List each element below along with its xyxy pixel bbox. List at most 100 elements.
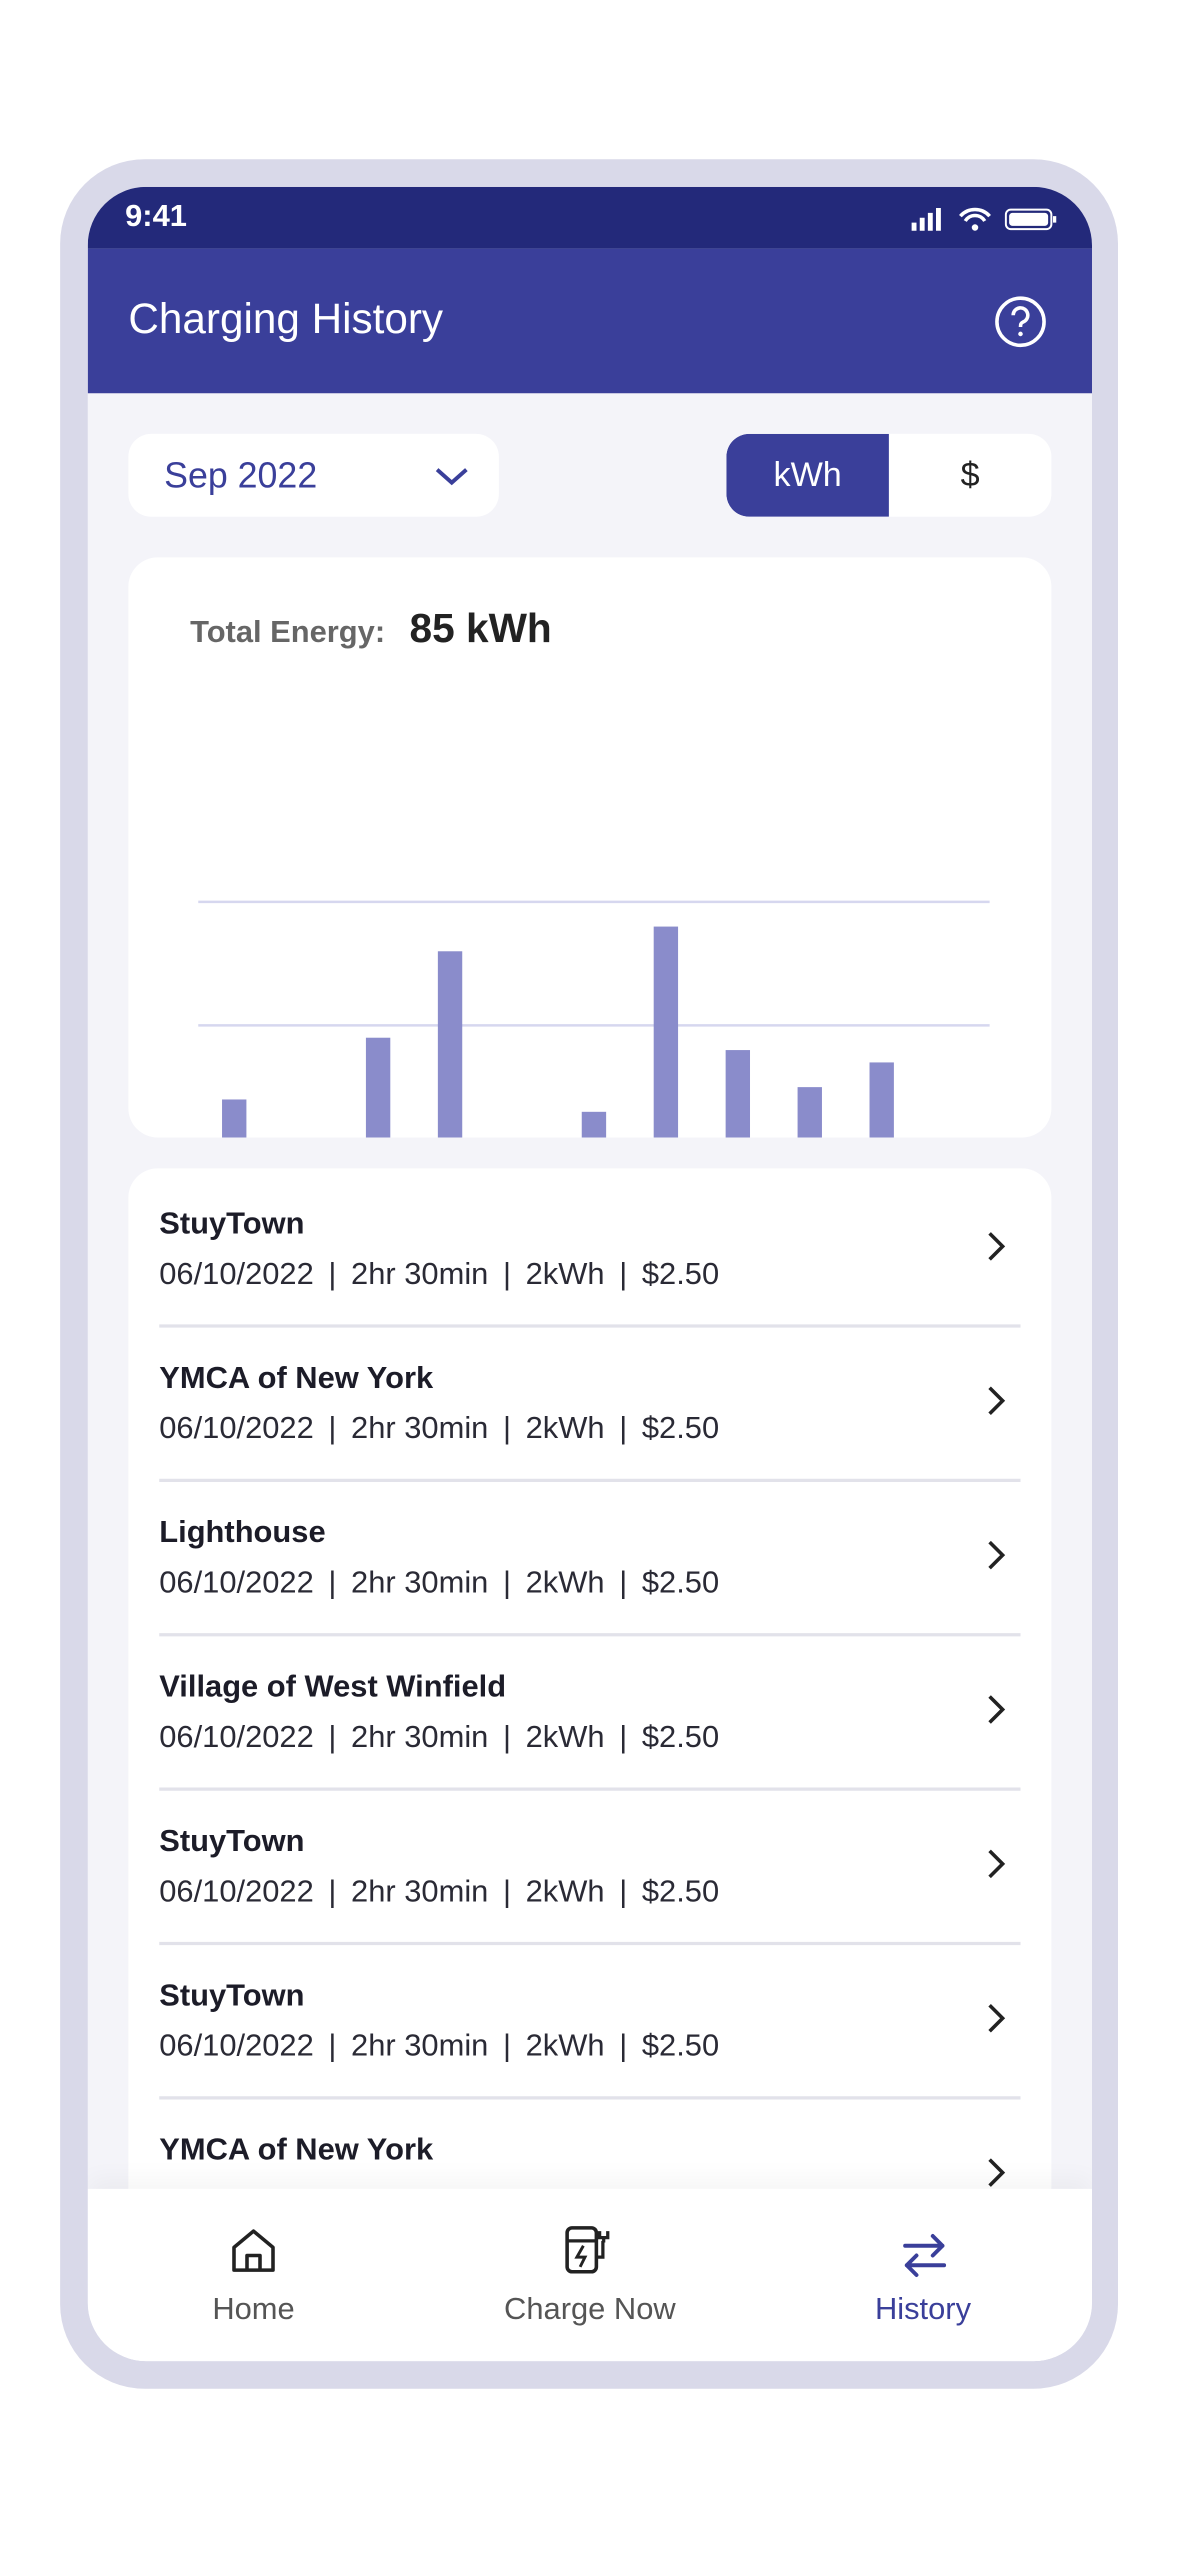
chevron-right <box>988 2003 1006 2033</box>
detail-date: 06/10/2022 <box>159 1412 314 1447</box>
session-details: 06/10/2022 | 2hr 30min | 2kWh | $2.50 <box>159 2030 719 2066</box>
detail-cost: $2.50 <box>641 1257 720 1292</box>
chevron-right <box>988 1849 1006 1879</box>
station-name: StuyTown <box>159 1824 305 1859</box>
detail-cost: $2.50 <box>641 1875 720 1910</box>
history-row[interactable]: StuyTown 06/10/2022 | 2hr 30min | 2kWh | $2.50 <box>159 1940 1021 2099</box>
separator: | <box>328 1875 337 1910</box>
unit-toggle: kWh $ <box>726 433 1052 517</box>
summary-label: Total Energy: <box>190 615 386 650</box>
detail-duration: 2hr 30min <box>351 1720 489 1755</box>
separator: | <box>328 2029 337 2064</box>
nav-item[interactable]: History <box>874 2292 972 2327</box>
history-row[interactable]: YMCA of New York 06/10/2022 | 2hr 30min | 2kW… <box>159 1323 1021 1482</box>
history-icon <box>903 2234 947 2277</box>
summary-value: 85 kWh <box>409 606 552 652</box>
detail-energy: 2kWh <box>525 1875 605 1910</box>
session-details: 06/10/2022 | 2hr 30min | 2kWh | $2.50 <box>159 1721 719 1757</box>
separator: | <box>502 1720 512 1755</box>
detail-energy: 2kWh <box>525 2029 605 2064</box>
separator: | <box>502 2029 512 2064</box>
detail-cost: $2.50 <box>641 2029 720 2064</box>
separator: | <box>502 1257 512 1292</box>
chevron-right <box>988 1695 1006 1724</box>
chevron-right <box>988 1386 1006 1416</box>
separator: | <box>619 2029 628 2064</box>
detail-cost: $2.50 <box>641 1720 720 1755</box>
header-title: Charging History <box>128 294 444 343</box>
detail-date: 06/10/2022 <box>159 1875 314 1910</box>
separator: | <box>328 1720 337 1755</box>
separator: | <box>619 1875 628 1910</box>
divider <box>159 1324 1021 1327</box>
bar <box>725 1050 751 1138</box>
station-name: Lighthouse <box>159 1516 326 1551</box>
divider <box>159 1787 1021 1790</box>
detail-energy: 2kWh <box>525 1720 605 1755</box>
separator: | <box>619 1412 628 1447</box>
separator: | <box>502 1875 512 1910</box>
status-bar: 9:41 <box>87 186 1092 249</box>
charger-icon <box>565 2226 610 2274</box>
history-row[interactable]: YMCA of New York <box>159 2095 1020 2249</box>
detail-energy: 2kWh <box>525 1412 605 1447</box>
history-row[interactable]: StuyTown 06/10/2022 | 2hr 30min | 2kWh | $2.50 <box>159 1168 1021 1327</box>
bar <box>365 1037 391 1138</box>
divider <box>159 1941 1021 1945</box>
detail-date: 06/10/2022 <box>159 1720 314 1755</box>
bar <box>797 1087 822 1138</box>
separator: | <box>619 1720 628 1755</box>
bar <box>581 1111 607 1138</box>
unit-option[interactable]: $ <box>960 456 980 494</box>
detail-duration: 2hr 30min <box>351 1875 489 1910</box>
detail-date: 06/10/2022 <box>159 1566 314 1601</box>
session-details: 06/10/2022 | 2hr 30min | 2kWh | $2.50 <box>159 1567 719 1603</box>
session-details: 06/10/2022 | 2hr 30min | 2kWh | $2.50 <box>159 1412 719 1448</box>
separator: | <box>502 1566 512 1601</box>
chevron-down <box>435 468 468 486</box>
detail-duration: 2hr 30min <box>351 1412 489 1447</box>
separator: | <box>619 1257 628 1292</box>
station-name: YMCA of New York <box>159 1361 434 1396</box>
detail-date: 06/10/2022 <box>159 2029 314 2064</box>
history-row[interactable]: StuyTown 06/10/2022 | 2hr 30min | 2kWh | $2.50 <box>159 1786 1021 1945</box>
status-time: 9:41 <box>125 199 187 234</box>
detail-energy: 2kWh <box>525 1257 605 1292</box>
status-icons <box>911 207 1057 231</box>
history-row[interactable]: Village of West Winfield 06/10/2022 | 2hr 3… <box>159 1632 1021 1790</box>
bar <box>222 1099 247 1138</box>
station-name: StuyTown <box>159 1207 305 1242</box>
separator: | <box>619 1566 628 1601</box>
detail-duration: 2hr 30min <box>351 2029 489 2064</box>
session-details: 06/10/2022 | 2hr 30min | 2kWh | $2.50 <box>159 1875 719 1911</box>
chevron-right <box>988 2158 1006 2187</box>
history-row[interactable]: Lighthouse 06/10/2022 | 2hr 30min | 2kWh | $2.5… <box>159 1477 1021 1636</box>
nav-item[interactable]: Home <box>212 2292 295 2327</box>
detail-cost: $2.50 <box>641 1566 720 1601</box>
unit-option[interactable]: kWh <box>726 433 889 517</box>
chart-card: Total Energy: 85 kWh <box>128 557 1052 1138</box>
chevron-right <box>988 1232 1006 1261</box>
home-icon <box>232 2229 275 2272</box>
nav-item[interactable]: Charge Now <box>504 2292 676 2327</box>
detail-energy: 2kWh <box>525 1566 605 1601</box>
bottom-nav: Home Charge Now History <box>87 2188 1092 2362</box>
separator: | <box>328 1412 337 1447</box>
month-label: Sep 2022 <box>164 455 318 496</box>
help-button[interactable] <box>991 293 1050 352</box>
app-header: Charging History <box>87 248 1092 394</box>
separator: | <box>502 1412 512 1447</box>
station-name: Village of West Winfield <box>159 1670 507 1705</box>
station-name: YMCA of New York <box>159 2133 434 2168</box>
detail-duration: 2hr 30min <box>351 1566 489 1601</box>
chevron-right <box>988 1540 1006 1570</box>
history-list: StuyTown 06/10/2022 | 2hr 30min | 2kWh | $2.50 Y… <box>128 1168 1052 2362</box>
bar <box>869 1062 894 1138</box>
separator: | <box>328 1566 337 1601</box>
detail-cost: $2.50 <box>641 1412 720 1447</box>
month-dropdown[interactable]: Sep 2022 <box>128 433 499 517</box>
station-name: StuyTown <box>159 1979 305 2014</box>
chart <box>198 900 990 1138</box>
screen: 9:41 Charging History Sep 2022 kWh $ Tot… <box>87 186 1092 2362</box>
